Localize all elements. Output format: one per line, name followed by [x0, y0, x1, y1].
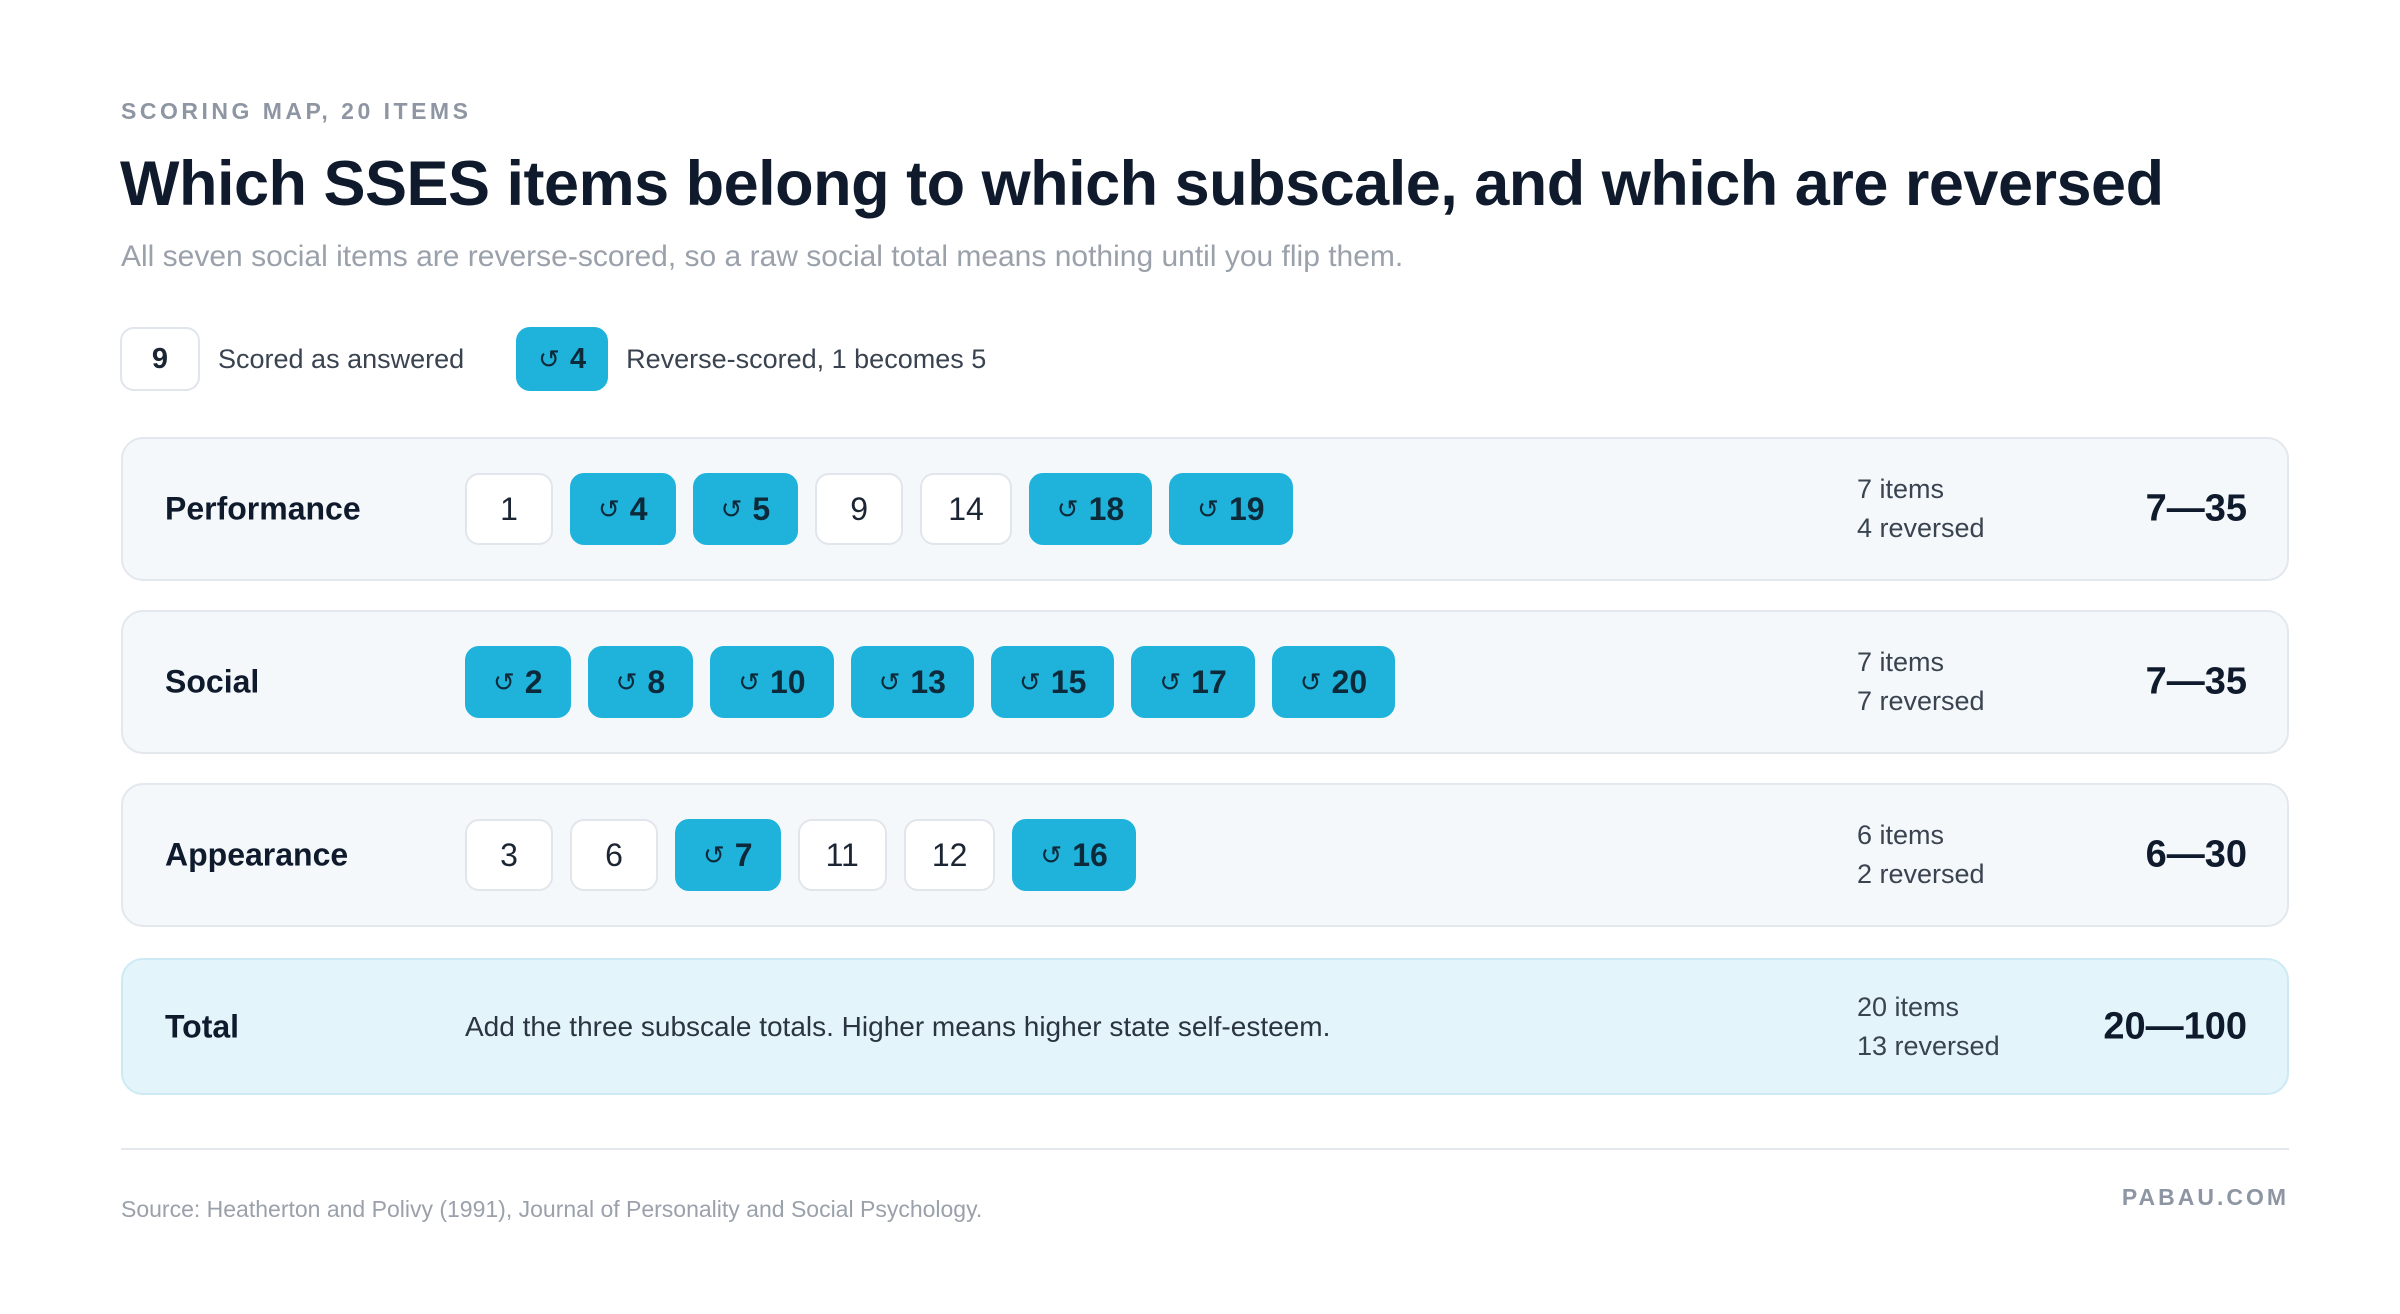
subscale-name: Performance [165, 490, 361, 527]
reverse-arrow-icon: ↺ [1159, 666, 1182, 697]
item-number: 11 [825, 836, 859, 873]
item-chip: 1 [465, 473, 553, 545]
reverse-arrow-icon: ↺ [1299, 666, 1322, 697]
item-number: 12 [931, 836, 968, 873]
reverse-arrow-icon: ↺ [720, 493, 743, 524]
page-title: Which SSES items belong to which subscal… [120, 149, 2164, 219]
subscale-row-social: Social ↺ 2 ↺ 8 ↺ 10 ↺ 13 ↺ 15 ↺ 17 ↺ 20 7 items 7 rev… [121, 610, 2289, 754]
item-number: 16 [1072, 836, 1108, 873]
legend-plain-number: 9 [151, 342, 169, 375]
reversed-item-chip: ↺ 19 [1169, 473, 1293, 545]
subscale-stats: 7 items 4 reversed [1857, 470, 1985, 548]
item-chip: 9 [815, 473, 904, 545]
subscale-row-appearance: Appearance 3 6 ↺ 7 11 12 ↺ 16 6 items 2 reverse… [121, 783, 2289, 927]
reversed-count: 7 reversed [1857, 686, 1985, 716]
item-chip: 12 [903, 819, 996, 891]
reversed-item-chip: ↺ 8 [587, 646, 694, 718]
reversed-item-chip: ↺ 20 [1271, 646, 1396, 718]
item-number: 6 [605, 836, 623, 873]
legend-reversed-chip: ↺ 4 [516, 327, 609, 391]
item-chip: 11 [797, 819, 887, 891]
brand-label: PABAU.COM [2121, 1184, 2289, 1210]
score-range: 7—35 [2145, 487, 2247, 530]
total-row: Total Add the three subscale totals. Hig… [121, 958, 2289, 1095]
item-chips: 3 6 ↺ 7 11 12 ↺ 16 [465, 819, 1136, 891]
score-range: 6—30 [2145, 833, 2247, 876]
item-number: 2 [524, 663, 543, 700]
subscale-stats: 7 items 7 reversed [1857, 643, 1985, 721]
subscale-name: Social [165, 663, 260, 700]
item-chips: 1 ↺ 4 ↺ 5 9 14 ↺ 18 ↺ 19 [465, 473, 1293, 545]
reverse-arrow-icon: ↺ [598, 493, 620, 524]
reversed-count: 13 reversed [1857, 1030, 2000, 1061]
source-citation: Source: Heatherton and Polivy (1991), Jo… [121, 1196, 983, 1222]
item-number: 18 [1088, 490, 1125, 527]
reverse-arrow-icon: ↺ [738, 666, 760, 697]
reverse-arrow-icon: ↺ [878, 666, 901, 697]
score-range: 7—35 [2145, 660, 2247, 703]
reversed-count: 2 reversed [1857, 859, 1985, 889]
item-count: 7 items [1857, 647, 1945, 677]
item-number: 14 [948, 490, 984, 527]
reversed-item-chip: ↺ 4 [570, 473, 676, 545]
reverse-arrow-icon: ↺ [703, 839, 725, 870]
legend: 9 Scored as answered ↺ 4 Reverse-scored,… [120, 327, 986, 391]
reversed-item-chip: ↺ 16 [1012, 819, 1136, 891]
footer-divider [121, 1148, 2289, 1150]
item-number: 3 [500, 836, 518, 873]
reversed-item-chip: ↺ 13 [850, 646, 974, 718]
item-chip: 14 [920, 473, 1012, 545]
item-count: 6 items [1857, 820, 1945, 850]
reverse-arrow-icon: ↺ [1056, 493, 1079, 524]
reversed-item-chip: ↺ 17 [1131, 646, 1255, 718]
subscale-stats: 6 items 2 reversed [1857, 816, 1985, 894]
reversed-item-chip: ↺ 2 [465, 646, 571, 718]
item-number: 10 [769, 663, 806, 700]
item-count: 7 items [1857, 474, 1945, 504]
item-number: 13 [910, 663, 946, 700]
item-number: 20 [1331, 663, 1368, 700]
subscale-name: Appearance [165, 836, 349, 873]
item-chip: 3 [465, 819, 553, 891]
item-count: 20 items [1857, 991, 1960, 1022]
page-subtitle: All seven social items are reverse-score… [121, 240, 1404, 273]
item-chip: 6 [570, 819, 658, 891]
legend-plain-label: Scored as answered [218, 343, 465, 374]
legend-reversed-label: Reverse-scored, 1 becomes 5 [626, 343, 987, 374]
item-number: 4 [629, 490, 648, 527]
reversed-item-chip: ↺ 15 [990, 646, 1115, 718]
reverse-arrow-icon: ↺ [615, 666, 638, 697]
item-number: 15 [1050, 663, 1087, 700]
reverse-arrow-icon: ↺ [538, 343, 560, 374]
total-description: Add the three subscale totals. Higher me… [465, 1010, 1331, 1042]
total-stats: 20 items 13 reversed [1857, 988, 2000, 1066]
reverse-arrow-icon: ↺ [1040, 839, 1063, 870]
item-number: 19 [1228, 490, 1265, 527]
reversed-item-chip: ↺ 10 [710, 646, 834, 718]
reversed-item-chip: ↺ 7 [675, 819, 781, 891]
item-number: 1 [500, 490, 518, 527]
reversed-item-chip: ↺ 18 [1028, 473, 1153, 545]
reverse-arrow-icon: ↺ [1197, 493, 1219, 524]
item-number: 9 [850, 490, 869, 527]
item-number: 5 [752, 490, 771, 527]
subscale-row-performance: Performance 1 ↺ 4 ↺ 5 9 14 ↺ 18 ↺ 19 7 items 4 rev… [121, 437, 2289, 581]
item-number: 8 [647, 663, 666, 700]
reverse-arrow-icon: ↺ [1018, 666, 1041, 697]
item-chips: ↺ 2 ↺ 8 ↺ 10 ↺ 13 ↺ 15 ↺ 17 ↺ 20 [465, 646, 1396, 718]
reverse-arrow-icon: ↺ [493, 666, 515, 697]
item-number: 17 [1191, 663, 1227, 700]
legend-plain-chip: 9 [120, 327, 200, 391]
legend-reversed-number: 4 [569, 342, 587, 375]
reversed-item-chip: ↺ 5 [692, 473, 799, 545]
total-name: Total [165, 1008, 240, 1044]
item-number: 7 [734, 836, 753, 873]
reversed-count: 4 reversed [1857, 513, 1985, 543]
total-range: 20—100 [2103, 1005, 2247, 1047]
eyebrow: SCORING MAP, 20 ITEMS [121, 98, 472, 124]
